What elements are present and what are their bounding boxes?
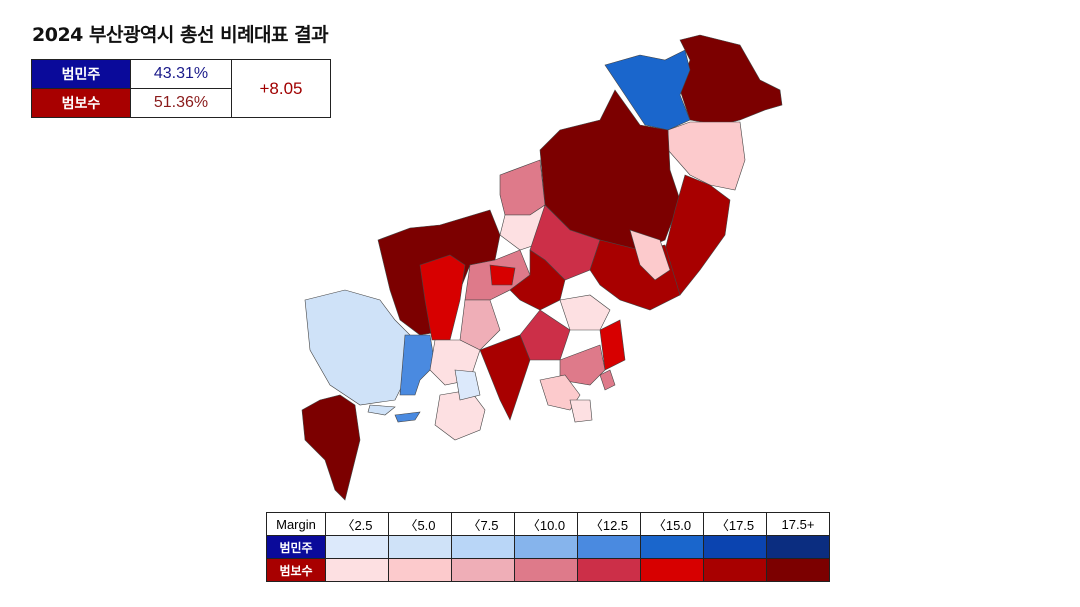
legend-con-swatch <box>325 558 389 582</box>
summary-table: 범민주 43.31% +8.05 범보수 51.36% <box>31 59 331 118</box>
legend-con-swatch <box>451 558 515 582</box>
legend-dem-swatch <box>388 535 452 559</box>
legend-dem-swatch <box>766 535 830 559</box>
district-region <box>489 264 516 286</box>
legend-bin: 〈15.0 <box>640 512 704 536</box>
legend-bin: 〈2.5 <box>325 512 389 536</box>
con-share: 51.36% <box>130 88 232 118</box>
legend-con-swatch <box>640 558 704 582</box>
legend-dem-swatch <box>514 535 578 559</box>
district-region <box>659 174 731 296</box>
legend-dem-label: 범민주 <box>266 535 326 559</box>
legend-con-swatch <box>514 558 578 582</box>
legend-con-swatch <box>577 558 641 582</box>
district-region <box>569 399 593 423</box>
district-region <box>419 254 466 341</box>
legend-bin: 〈12.5 <box>577 512 641 536</box>
district-region <box>454 369 481 401</box>
district-region <box>304 289 411 406</box>
district-region <box>667 121 746 191</box>
district-region <box>499 159 546 216</box>
legend-con-swatch <box>388 558 452 582</box>
district-region <box>394 411 421 423</box>
district-region <box>479 334 531 421</box>
legend-table: Margin 〈2.5 〈5.0 〈7.5 〈10.0 〈12.5 〈15.0 〈17.5 17… <box>266 512 830 582</box>
page-title: 2024 부산광역시 총선 비례대표 결과 <box>32 24 329 46</box>
district-region <box>589 239 681 311</box>
district-region <box>559 294 611 331</box>
district-region <box>519 309 571 361</box>
overall-margin: +8.05 <box>231 59 331 118</box>
legend-dem-swatch <box>577 535 641 559</box>
legend-bin: 〈10.0 <box>514 512 578 536</box>
legend-dem-swatch <box>640 535 704 559</box>
district-region <box>599 369 616 391</box>
district-region <box>367 404 396 416</box>
legend-con-swatch <box>703 558 767 582</box>
district-region <box>604 49 691 131</box>
legend-bin: 17.5+ <box>766 512 830 536</box>
legend-dem-swatch <box>451 535 515 559</box>
con-label: 범보수 <box>31 88 131 118</box>
legend-con-swatch <box>766 558 830 582</box>
legend-con-label: 범보수 <box>266 558 326 582</box>
district-region <box>301 394 361 501</box>
legend-bin: 〈7.5 <box>451 512 515 536</box>
legend-bin: 〈17.5 <box>703 512 767 536</box>
legend-dem-swatch <box>703 535 767 559</box>
legend-header: Margin <box>266 512 326 536</box>
legend-bin: 〈5.0 <box>388 512 452 536</box>
district-region <box>399 334 436 396</box>
district-region <box>679 34 783 126</box>
district-region <box>629 229 671 281</box>
district-region <box>459 299 501 351</box>
legend-dem-swatch <box>325 535 389 559</box>
district-region <box>599 319 626 371</box>
